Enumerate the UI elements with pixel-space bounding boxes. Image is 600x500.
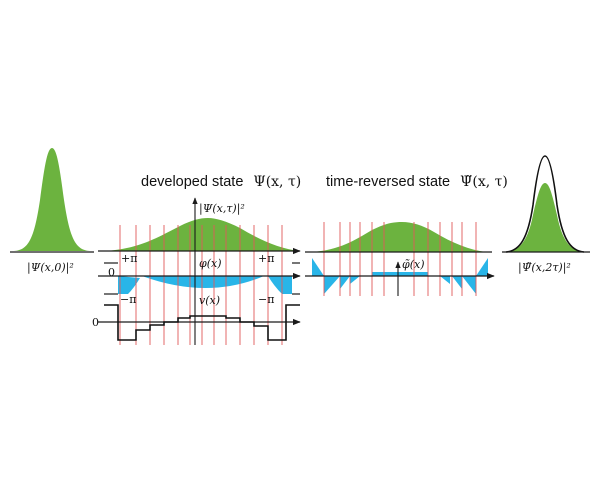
reversed-red-lines xyxy=(323,222,477,296)
developed-red-lines xyxy=(119,225,283,345)
initial-density-label: |Ψ(x,0)|² xyxy=(27,261,74,275)
developed-title-text: developed state xyxy=(141,174,243,190)
reversed-phase-segment xyxy=(476,258,488,276)
developed-phase-right xyxy=(268,276,292,294)
reversed-phase-segment xyxy=(462,276,476,294)
reversed-state-title: time-reversed state Ψ̃(x, τ) xyxy=(326,174,508,190)
developed-state-title: developed state Ψ(x, τ) xyxy=(141,174,301,190)
final-gaussian-filled xyxy=(506,183,584,252)
potential-step-curve xyxy=(104,304,300,341)
developed-phase-left xyxy=(118,276,140,294)
reversed-phase-pattern xyxy=(312,258,488,294)
plus-pi-label-left: +π xyxy=(121,252,137,265)
developed-symbol: Ψ(x, τ) xyxy=(253,174,301,190)
developed-density-label: |Ψ(x,τ)|² xyxy=(199,202,245,216)
final-gaussian-outline xyxy=(505,155,585,253)
reversed-density-curve xyxy=(312,222,486,252)
developed-phase-middle xyxy=(142,276,264,288)
reversed-phase-segment xyxy=(452,276,462,289)
reversed-phase-label: φ̃(x) xyxy=(402,258,425,271)
reversed-phase-segment xyxy=(440,276,450,284)
reversed-phase-segment xyxy=(312,258,324,276)
final-density-label: |Ψ̃(x,2τ)|² xyxy=(518,261,571,275)
potential-label: v(x) xyxy=(199,294,220,307)
zero-potential-label: 0 xyxy=(92,316,99,329)
reversed-symbol: Ψ̃(x, τ) xyxy=(460,174,508,190)
reversed-phase-segment xyxy=(324,276,340,294)
reversed-phase-segment xyxy=(340,276,350,289)
zero-phase-label: 0 xyxy=(108,266,115,279)
minus-pi-label-left: −π xyxy=(120,293,136,306)
reversed-phase-segment xyxy=(350,276,360,284)
minus-pi-label-right: −π xyxy=(258,293,274,306)
initial-state-panel: |Ψ(x,0)|² xyxy=(10,148,94,275)
reversed-title-text: time-reversed state xyxy=(326,174,450,190)
developed-density-curve xyxy=(105,218,300,251)
initial-gaussian xyxy=(14,148,90,251)
plus-pi-label-right: +π xyxy=(258,252,274,265)
phase-label: φ(x) xyxy=(199,257,222,270)
developed-state-panel: developed state Ψ(x, τ) xyxy=(92,174,301,345)
reversed-state-panel: time-reversed state Ψ̃(x, τ) xyxy=(305,174,508,296)
final-state-panel: |Ψ̃(x,2τ)|² xyxy=(502,155,590,275)
